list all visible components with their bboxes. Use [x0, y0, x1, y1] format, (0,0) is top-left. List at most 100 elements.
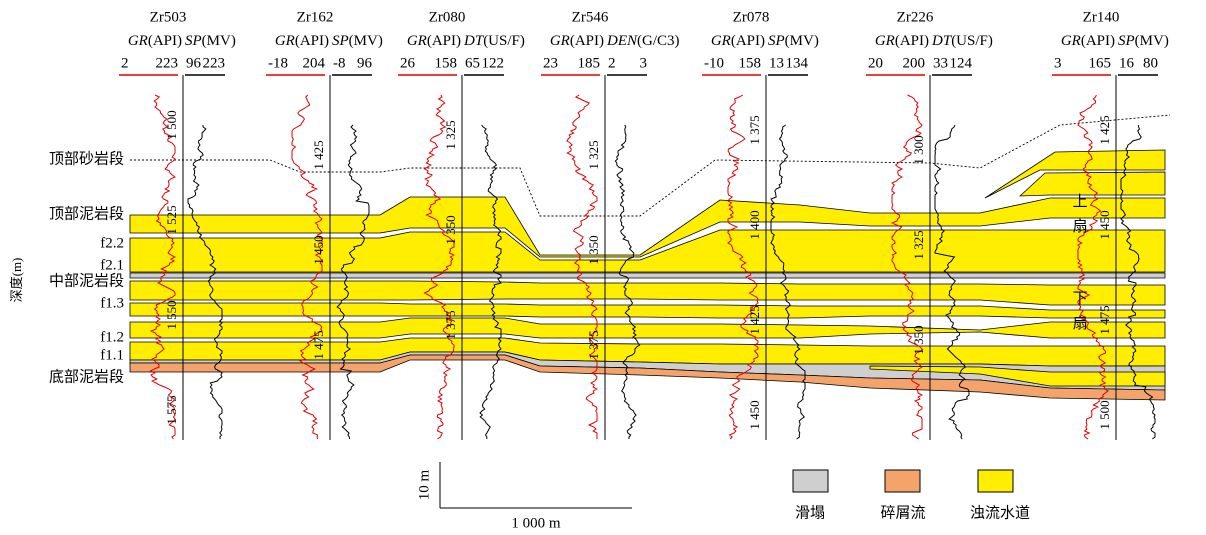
depth-label: 1 475 [311, 330, 326, 359]
curve-name: GR [1061, 33, 1081, 49]
scale-min: 2 [121, 55, 129, 71]
scale-max: 185 [578, 55, 601, 71]
scale-max: 200 [903, 55, 926, 71]
band [130, 303, 1165, 318]
band [1020, 172, 1165, 196]
curve-header: GR(API) [1061, 33, 1115, 49]
curve-name: GR [875, 33, 895, 49]
interval-label: 顶部砂岩段 [49, 150, 124, 167]
depth-label: 1 500 [164, 110, 179, 139]
curve-name: GR [407, 33, 427, 49]
curve-name: GR [550, 33, 570, 49]
curve-unit: (G/C3) [637, 33, 680, 49]
curve-unit: (US/F) [951, 33, 993, 49]
log-curve [771, 125, 805, 439]
curve-unit: (MV) [202, 33, 236, 49]
well-name: Zr226 [897, 9, 934, 25]
scale-min: -18 [268, 55, 288, 71]
well-name: Zr140 [1083, 9, 1120, 25]
interval-label: 底部泥岩段 [49, 368, 124, 385]
legend-swatch [978, 470, 1013, 492]
curve-header: GR(API) [550, 33, 604, 49]
depth-label: 1 350 [443, 215, 458, 244]
depth-label: 1 575 [164, 395, 179, 424]
well-name: Zr078 [733, 9, 770, 25]
depth-label: 1 325 [911, 230, 926, 259]
curve-name: GR [275, 33, 295, 49]
top-boundary [130, 115, 1170, 216]
scale-min: 3 [1054, 55, 1062, 71]
scale-horizontal-label: 1 000 m [511, 515, 561, 531]
depth-label: 1 475 [1097, 305, 1112, 334]
curve-header: DT(US/F) [463, 33, 525, 49]
curve-unit: (MV) [1135, 33, 1169, 49]
curve-header: SP(MV) [1118, 33, 1169, 49]
fan-label: 下扇 [1071, 290, 1088, 340]
legend-label: 浊流水道 [970, 504, 1030, 521]
curve-unit: (API) [295, 33, 329, 49]
layer-bands [130, 150, 1165, 400]
well-name: Zr080 [429, 9, 466, 25]
scale-min: -10 [704, 55, 724, 71]
curve-unit: (API) [570, 33, 604, 49]
curve-header: SP(MV) [332, 33, 383, 49]
depth-label: 1 375 [443, 310, 458, 339]
scale-max: 96 [357, 55, 373, 71]
depth-label: 1 500 [1097, 400, 1112, 429]
scale-min: 20 [868, 55, 883, 71]
scale-min: 23 [543, 55, 558, 71]
curve-unit: (API) [1081, 33, 1115, 49]
curve-header: DEN(G/C3) [606, 33, 680, 49]
band [130, 273, 1165, 278]
curve-name: DT [463, 33, 485, 49]
scale-max: 158 [739, 55, 762, 71]
curve-name: DEN [606, 33, 638, 49]
depth-label: 1 450 [1097, 210, 1112, 239]
depth-label: 1 525 [164, 205, 179, 234]
well-name: Zr546 [572, 9, 609, 25]
interval-label: f2.1 [100, 257, 124, 273]
interval-label: 中部泥岩段 [49, 272, 124, 289]
curve-header: SP(MV) [768, 33, 819, 49]
depth-label: 1 550 [164, 300, 179, 329]
curve-unit: (API) [427, 33, 461, 49]
scale-min: 2 [608, 55, 616, 71]
curve-name: SP [185, 33, 202, 49]
legend-swatch [793, 470, 828, 492]
depth-label: 1 425 [1097, 115, 1112, 144]
log-curve [935, 125, 969, 439]
scale-min: 26 [400, 55, 416, 71]
interval-label: 顶部泥岩段 [49, 205, 124, 222]
depth-label: 1 325 [586, 140, 601, 169]
interval-label: f1.1 [100, 347, 124, 363]
curve-unit: (API) [895, 33, 929, 49]
curve-unit: (MV) [785, 33, 819, 49]
curve-name: SP [332, 33, 349, 49]
fan-label: 上扇 [1071, 193, 1088, 243]
depth-label: 1 375 [747, 115, 762, 144]
curve-name: GR [711, 33, 731, 49]
depth-label: 1 450 [311, 235, 326, 264]
scale-max: 122 [482, 55, 505, 71]
legend-label: 滑塌 [795, 504, 825, 521]
interval-label: f2.2 [100, 235, 124, 251]
depth-label: 1 425 [311, 140, 326, 169]
scale-vertical-label: 10 m [416, 469, 432, 500]
scale-min: 65 [465, 55, 480, 71]
well-name: Zr503 [150, 9, 187, 25]
curve-unit: (API) [731, 33, 765, 49]
depth-label: 1 325 [443, 120, 458, 149]
depth-label: 1 350 [911, 325, 926, 354]
interval-label: f1.2 [100, 329, 124, 345]
curve-header: GR(API) [407, 33, 461, 49]
curve-header: DT(US/F) [931, 33, 993, 49]
scale-max: 124 [950, 55, 973, 71]
scale-min: -8 [333, 55, 346, 71]
y-axis-label: 深度(m) [9, 258, 24, 303]
scale-min: 13 [769, 55, 784, 71]
scale-max: 223 [203, 55, 226, 71]
legend-label: 碎屑流 [880, 504, 925, 521]
depth-label: 1 375 [586, 330, 601, 359]
well-name: Zr162 [297, 9, 334, 25]
scale-max: 158 [435, 55, 458, 71]
